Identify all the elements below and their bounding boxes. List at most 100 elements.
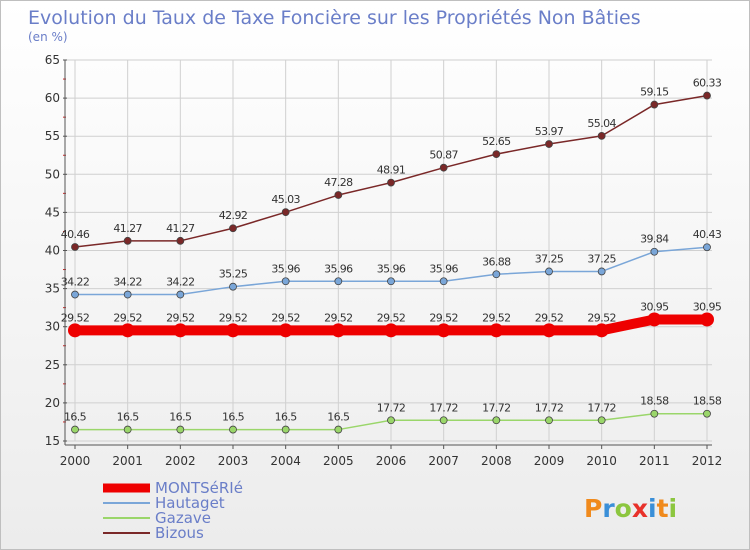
y-tick-label: 15 [45,434,60,448]
data-label: 17.72 [535,401,564,414]
data-point [436,323,451,338]
data-label: 29.52 [113,311,142,324]
x-tick-label: 2010 [586,454,617,468]
data-label: 17.72 [377,401,406,414]
data-label: 29.52 [429,311,458,324]
data-label: 48.91 [377,164,406,177]
x-tick-label: 2003 [218,454,249,468]
data-point [334,425,343,434]
legend-item: Hautaget [103,494,225,512]
data-point [545,416,553,425]
data-point [439,163,448,172]
data-label: 17.72 [429,401,458,414]
legend-label: MONTSéRIé [155,479,243,497]
data-point [597,416,606,425]
data-point [650,100,659,109]
data-point [278,323,293,338]
data-label: 29.52 [271,311,300,324]
legend-item: Gazave [103,509,211,527]
y-tick-label: 60 [45,91,60,105]
data-point [176,425,185,434]
data-point [173,323,188,338]
data-label: 16.5 [117,411,140,424]
data-label: 17.72 [482,401,511,414]
data-label: 34.22 [166,276,195,289]
data-point [545,267,553,276]
y-tick-label: 65 [45,53,60,67]
data-label: 59.15 [640,86,669,99]
data-point [68,323,82,338]
data-point [229,282,237,291]
data-point [594,323,609,338]
data-label: 16.5 [222,411,245,424]
x-tick-label: 2005 [323,454,354,468]
data-point [650,247,659,256]
data-point [176,290,185,299]
data-point [703,243,711,252]
legend-label: Hautaget [155,494,225,512]
data-label: 35.25 [219,268,248,281]
legend-label: Gazave [155,509,211,527]
data-point [542,323,556,338]
y-tick-label: 55 [45,129,60,143]
series-bizous [71,91,711,251]
data-label: 29.52 [324,311,353,324]
data-label: 29.52 [219,311,248,324]
data-label: 41.27 [113,222,142,235]
data-label: 35.96 [324,262,353,275]
x-tick-label: 2004 [270,454,301,468]
legend-item: MONTSéRIé [103,479,243,497]
data-point [123,236,132,245]
data-point [334,191,343,199]
data-label: 37.25 [535,252,564,265]
data-point [176,236,185,245]
y-tick-label: 50 [45,167,60,181]
data-point [71,243,79,251]
axes: 15 20 25 30 35 40 45 50 55 60 65 2000 2001 2002 2003 20… [45,53,723,468]
data-label: 37.25 [587,252,616,265]
data-label: 41.27 [166,222,195,235]
proxiti-logo: Proxiti [584,494,677,523]
y-tick-label: 45 [45,205,60,219]
data-label: 60.33 [693,77,722,90]
data-label: 30.95 [693,300,722,313]
y-tick-label: 30 [45,320,60,334]
data-label: 42.92 [219,209,248,222]
data-point [597,267,606,276]
data-point [650,409,659,418]
data-point [123,290,132,299]
data-point [281,208,290,217]
data-point [334,277,343,286]
data-label: 16.5 [64,411,87,424]
data-point [229,224,237,233]
data-label: 18.58 [640,395,669,408]
data-label: 55.04 [587,117,616,130]
data-label: 50.87 [429,149,458,162]
data-point [387,178,395,187]
data-point [703,409,711,418]
data-point [700,312,714,327]
x-tick-label: 2000 [60,454,91,468]
series-montsérié [68,312,714,338]
data-point [387,416,395,425]
data-point [229,425,237,434]
data-label: 30.95 [640,300,669,313]
data-point [226,323,240,338]
data-label: 16.5 [275,411,298,424]
data-point [281,277,290,286]
series-gazave [71,409,711,434]
legend-label: Bizous [155,524,204,542]
data-point [439,277,448,286]
data-point [492,270,501,279]
x-tick-label: 2001 [112,454,143,468]
chart-title: Evolution du Taux de Taxe Foncière sur l… [28,7,641,29]
x-tick-label: 2009 [534,454,565,468]
data-label: 47.28 [324,176,353,189]
data-label: 29.52 [535,311,564,324]
data-point [492,416,501,425]
series-layer [68,91,714,434]
x-tick-label: 2002 [165,454,196,468]
data-label: 40.43 [693,228,722,241]
data-label: 29.52 [166,311,195,324]
